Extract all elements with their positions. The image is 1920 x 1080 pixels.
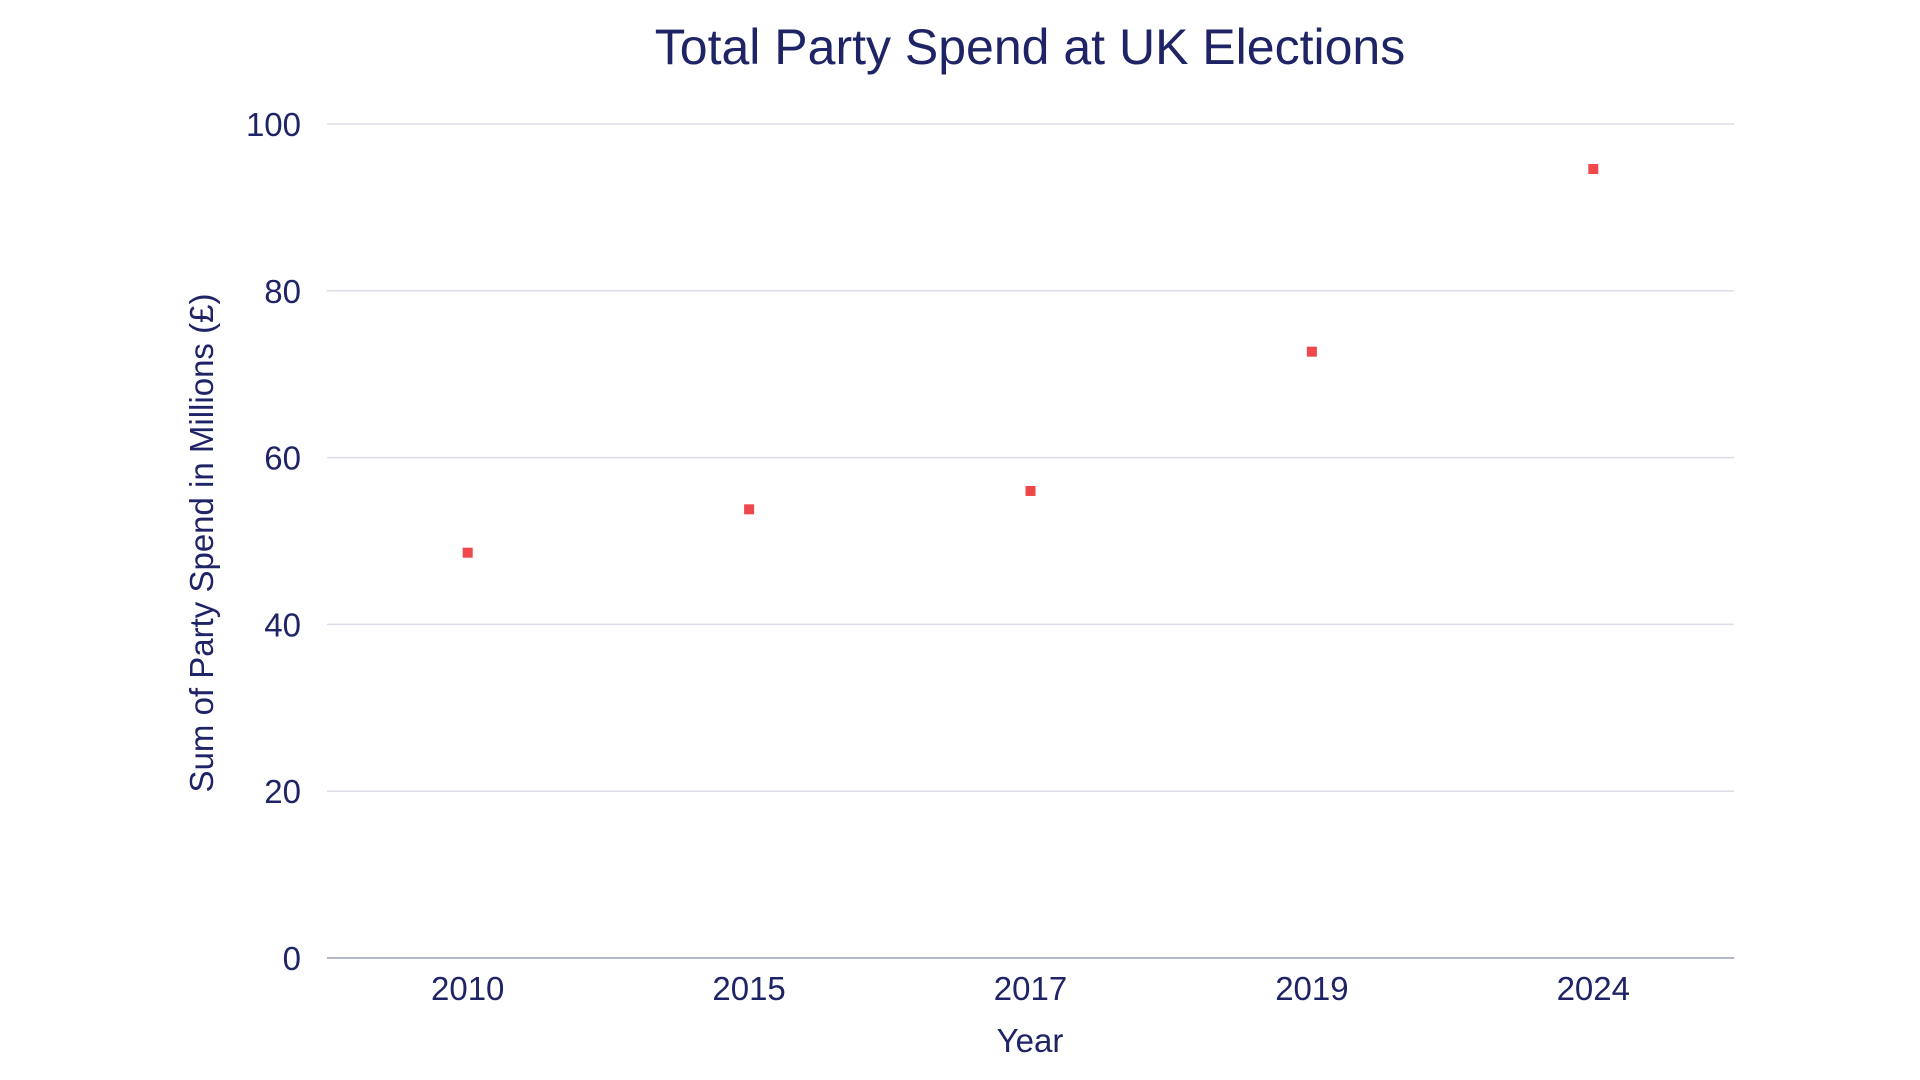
x-tick-label: 2024 <box>1557 970 1630 1007</box>
y-tick-label: 0 <box>283 940 301 977</box>
data-points <box>462 164 1599 558</box>
gridlines <box>327 123 1734 959</box>
data-point-2024 <box>1588 164 1599 175</box>
data-point-2015 <box>744 504 755 515</box>
y-tick-label: 40 <box>264 606 301 643</box>
x-axis-label: Year <box>997 1022 1064 1059</box>
y-tick-label: 100 <box>246 106 301 143</box>
data-point-2019 <box>1306 346 1317 357</box>
x-axis-ticks: 2010 2015 2017 2019 2024 <box>431 970 1630 1007</box>
x-tick-label: 2017 <box>994 970 1067 1007</box>
x-tick-label: 2019 <box>1275 970 1348 1007</box>
x-tick-label: 2010 <box>431 970 504 1007</box>
y-tick-label: 60 <box>264 440 301 477</box>
y-tick-label: 80 <box>264 273 301 310</box>
x-tick-label: 2015 <box>712 970 785 1007</box>
chart-title: Total Party Spend at UK Elections <box>655 19 1405 75</box>
y-tick-label: 20 <box>264 773 301 810</box>
y-axis-label: Sum of Party Spend in Millions (£) <box>183 294 220 793</box>
y-axis-ticks: 0 20 40 60 80 100 <box>246 106 301 977</box>
data-point-2017 <box>1025 485 1036 496</box>
data-point-2010 <box>462 547 473 558</box>
